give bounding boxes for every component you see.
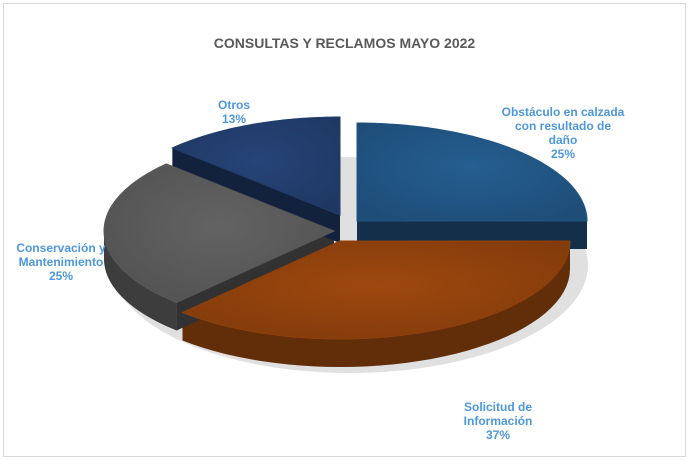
chart-title: CONSULTAS Y RECLAMOS MAYO 2022 — [213, 35, 476, 51]
pie-slice-3 — [103, 163, 336, 303]
pie-slice-2 — [181, 240, 571, 340]
slice-label-otros: Otros 13% — [217, 98, 250, 126]
pie-chart — [103, 116, 588, 373]
slice-label-solicitud: Solicitud de Información 37% — [463, 400, 533, 442]
pie-slice-4 — [171, 116, 341, 216]
chart-area: CONSULTAS Y RECLAMOS MAYO 2022 Obstáculo… — [3, 3, 686, 457]
slice-label-obstaculo: Obstáculo en calzada con resultado de da… — [501, 105, 625, 161]
pie-slice-1 — [356, 122, 588, 222]
slice-label-conservacion: Conservación y Mantenimiento 25% — [16, 241, 106, 283]
pie-slice-wall — [104, 231, 177, 331]
